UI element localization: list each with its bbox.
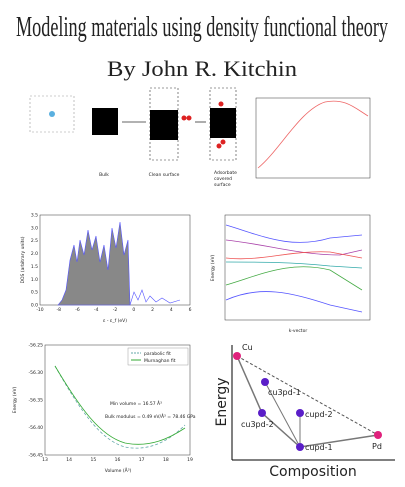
adsorbate — [220, 139, 226, 145]
x-tick-label: 14 — [66, 457, 72, 463]
node-label: Cu — [242, 343, 253, 352]
label: covered — [214, 176, 232, 182]
x-axis-label: Composition — [269, 464, 356, 480]
x-tick-label: 18 — [163, 457, 169, 463]
murnaghan-fit — [54, 365, 186, 445]
tie-line — [236, 355, 379, 436]
y-tick-label: 0.5 — [31, 290, 38, 296]
x-tick-label: 16 — [115, 457, 121, 463]
dos-fill — [57, 221, 131, 306]
x-axis-label: ε - ε_f (eV) — [103, 318, 127, 324]
node — [233, 352, 241, 360]
y-tick-label: -56.35 — [28, 398, 43, 404]
x-tick-label: 19 — [187, 457, 193, 463]
y-tick-label: -56.30 — [28, 370, 43, 376]
dos-line — [129, 289, 181, 306]
node — [258, 409, 266, 417]
hull — [236, 355, 379, 448]
x-tick-label: 4 — [170, 307, 173, 313]
x-tick-label: -8 — [57, 307, 62, 313]
slab — [210, 108, 236, 138]
band — [225, 291, 363, 313]
y-tick-label: 1.0 — [31, 277, 38, 283]
y-tick-label: 2.5 — [31, 238, 38, 244]
band-panel: k-vector Energy (eV) — [210, 214, 371, 334]
y-tick-label: 2.0 — [31, 251, 38, 257]
unit-cell — [29, 95, 75, 133]
x-tick-label: -6 — [75, 307, 80, 313]
node-label: cupd-2 — [305, 410, 333, 419]
band — [225, 224, 363, 243]
y-tick-label: 0.0 — [31, 303, 38, 309]
y-tick-label: 1.5 — [31, 264, 38, 270]
node — [296, 443, 304, 451]
band — [225, 251, 363, 260]
curve — [257, 100, 369, 169]
adsorbate — [218, 101, 224, 107]
node-label: cu3pd-1 — [268, 388, 301, 397]
label: Adsorbate — [214, 170, 237, 176]
node-label: cupd-1 — [305, 443, 333, 452]
x-axis-label: k-vector — [289, 328, 308, 334]
label: Bulk — [99, 172, 109, 178]
x-tick-label: 0 — [132, 307, 135, 313]
x-tick-label: 2 — [151, 307, 154, 313]
legend-entry: parabolic fit — [144, 351, 171, 357]
y-tick-label: 3.5 — [31, 213, 38, 219]
y-tick-label: -56.25 — [28, 343, 43, 349]
x-tick-label: -4 — [94, 307, 99, 313]
author: By John R. Kitchin — [107, 56, 297, 81]
dos-panel: ε - ε_f (eV) DOS (arbitrary units) — [20, 214, 191, 324]
adsorbate — [181, 115, 187, 121]
x-tick-label: -2 — [113, 307, 118, 313]
y-axis-label: Energy (eV) — [12, 386, 18, 413]
hull — [264, 381, 301, 448]
legend-box — [127, 347, 189, 366]
parabolic-fit — [54, 365, 186, 449]
x-tick-label: 13 — [42, 457, 48, 463]
label: surface — [214, 182, 231, 188]
node — [296, 409, 304, 417]
slab — [150, 110, 178, 140]
node — [374, 431, 382, 439]
y-axis-label: Energy (eV) — [210, 254, 216, 281]
y-tick-label: 3.0 — [31, 225, 38, 231]
note: Bulk modulus = 0.49 eV/Å³ = 78.46 GPa — [105, 413, 196, 420]
y-axis-label: DOS (arbitrary units) — [20, 236, 26, 283]
surface-panel: Bulk Clean surface Adsorbate covered sur… — [29, 87, 371, 188]
x-tick-label: 6 — [189, 307, 192, 313]
adsorbate — [216, 143, 222, 149]
plot-frame — [255, 97, 371, 179]
x-axis-label: Volume (Å³) — [105, 467, 132, 474]
plot-frame — [224, 214, 371, 321]
label: Clean surface — [149, 172, 180, 178]
legend-entry: Murnaghan fit — [144, 358, 176, 364]
composition-panel: Cu Pd cu3pd-1 cu3pd-2 cupd-2 cupd-1 Comp… — [214, 343, 395, 480]
y-tick-label: -56.45 — [28, 453, 43, 459]
x-tick-label: 15 — [90, 457, 96, 463]
y-tick-label: -56.40 — [28, 425, 43, 431]
node — [261, 378, 269, 386]
band — [225, 239, 363, 256]
bulk-slab — [92, 108, 118, 135]
y-axis-label: Energy — [214, 377, 230, 426]
eos-panel: parabolic fit Murnaghan fit Min volume =… — [12, 344, 196, 474]
band — [225, 261, 363, 269]
atom — [49, 111, 55, 117]
adsorbate — [186, 115, 192, 121]
x-tick-label: -10 — [36, 307, 43, 313]
node-label: Pd — [372, 442, 382, 451]
x-tick-label: 17 — [139, 457, 145, 463]
band — [225, 266, 363, 291]
note: Min volume = 16.57 Å³ — [110, 400, 162, 407]
node-label: cu3pd-2 — [241, 420, 274, 429]
plot-frame — [44, 344, 191, 456]
title: Modeling materials using density functio… — [16, 11, 388, 43]
